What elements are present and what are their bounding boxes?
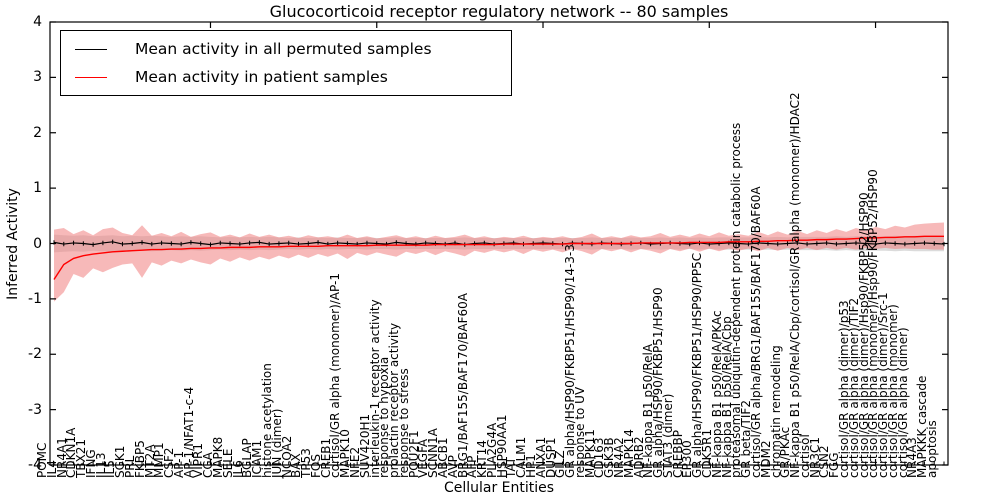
x-tick-label: NF-kappa B1 p50/RelA/Cbp/cortisol/GR alp… (788, 92, 803, 478)
y-tick-label: 1 (33, 180, 42, 197)
legend-label-patient: Mean activity in patient samples (135, 68, 388, 86)
legend-label-permuted: Mean activity in all permuted samples (135, 40, 432, 58)
patient-mean-line (53, 235, 944, 280)
legend-line-red (75, 76, 107, 78)
chart-title: Glucocorticoid receptor regulatory netwo… (269, 2, 729, 21)
legend-item-patient: Mean activity in patient samples (61, 64, 511, 90)
x-tick-label: cortisol/GR alpha/BRG1/BAF155/BAF170/BAF… (748, 186, 763, 478)
y-tick-label: 0 (33, 235, 42, 252)
y-tick-label: -4 (28, 457, 42, 473)
legend-item-permuted: Mean activity in all permuted samples (61, 36, 511, 62)
band-patient (54, 222, 944, 302)
y-tick-label: -2 (28, 346, 42, 363)
y-tick-label: 4 (33, 14, 42, 30)
y-tick-label: 2 (33, 124, 42, 141)
x-axis-label: Cellular Entities (443, 480, 555, 496)
y-tick-label: 3 (33, 69, 42, 86)
legend-line-black (75, 48, 107, 50)
x-tick-label: BRG1/BAF155/BAF170/BAF60A (455, 293, 470, 478)
legend-box: Mean activity in all permuted samples Me… (60, 30, 512, 96)
y-tick-label: -1 (28, 290, 42, 307)
x-tick-label: apoptosis (925, 420, 939, 478)
y-tick-label: -3 (28, 401, 42, 418)
